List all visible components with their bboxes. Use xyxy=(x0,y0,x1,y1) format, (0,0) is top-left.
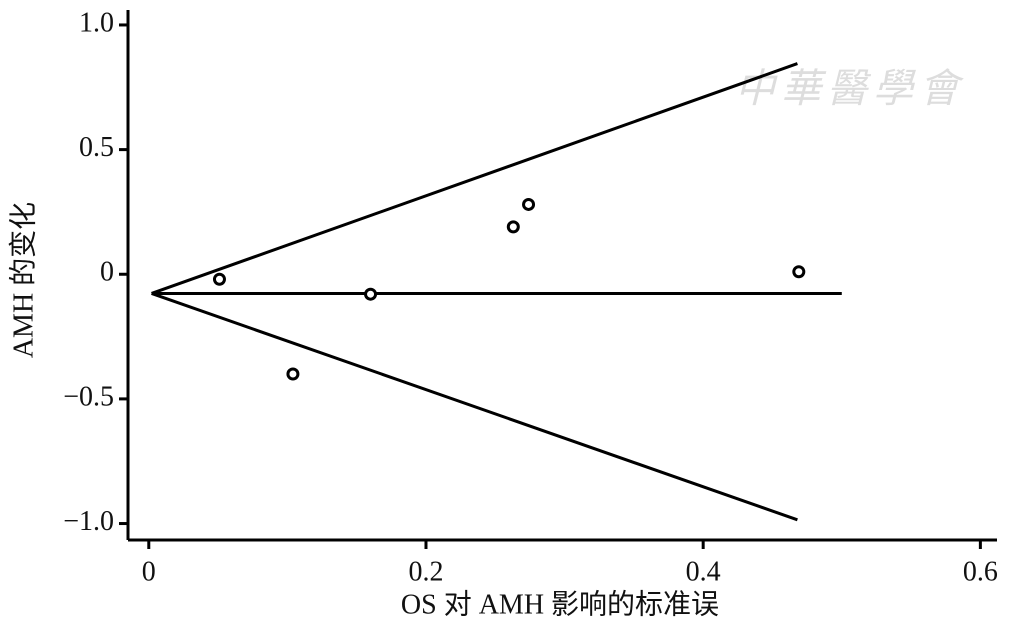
point xyxy=(212,272,226,286)
x-tick-label: 0.2 xyxy=(408,556,443,587)
funnel-line xyxy=(151,62,798,295)
point xyxy=(792,265,806,279)
y-tick-label: −1.0 xyxy=(63,506,114,537)
point xyxy=(506,220,520,234)
y-tick-label: −0.5 xyxy=(63,381,114,412)
y-tick-label: 0 xyxy=(100,257,114,288)
x-tick-label: 0.4 xyxy=(686,556,721,587)
y-axis-label: AMH 的变化 xyxy=(7,202,39,358)
point xyxy=(364,287,378,301)
x-tick-label: 0 xyxy=(142,556,156,587)
funnel-line xyxy=(151,292,798,522)
x-tick-label: 0.6 xyxy=(963,556,998,587)
y-tick-label: 0.5 xyxy=(79,132,114,163)
y-tick-label: 1.0 xyxy=(79,7,114,38)
point xyxy=(286,367,300,381)
x-axis-label: OS 对 AMH 影响的标准误 xyxy=(401,588,719,620)
point xyxy=(522,197,536,211)
